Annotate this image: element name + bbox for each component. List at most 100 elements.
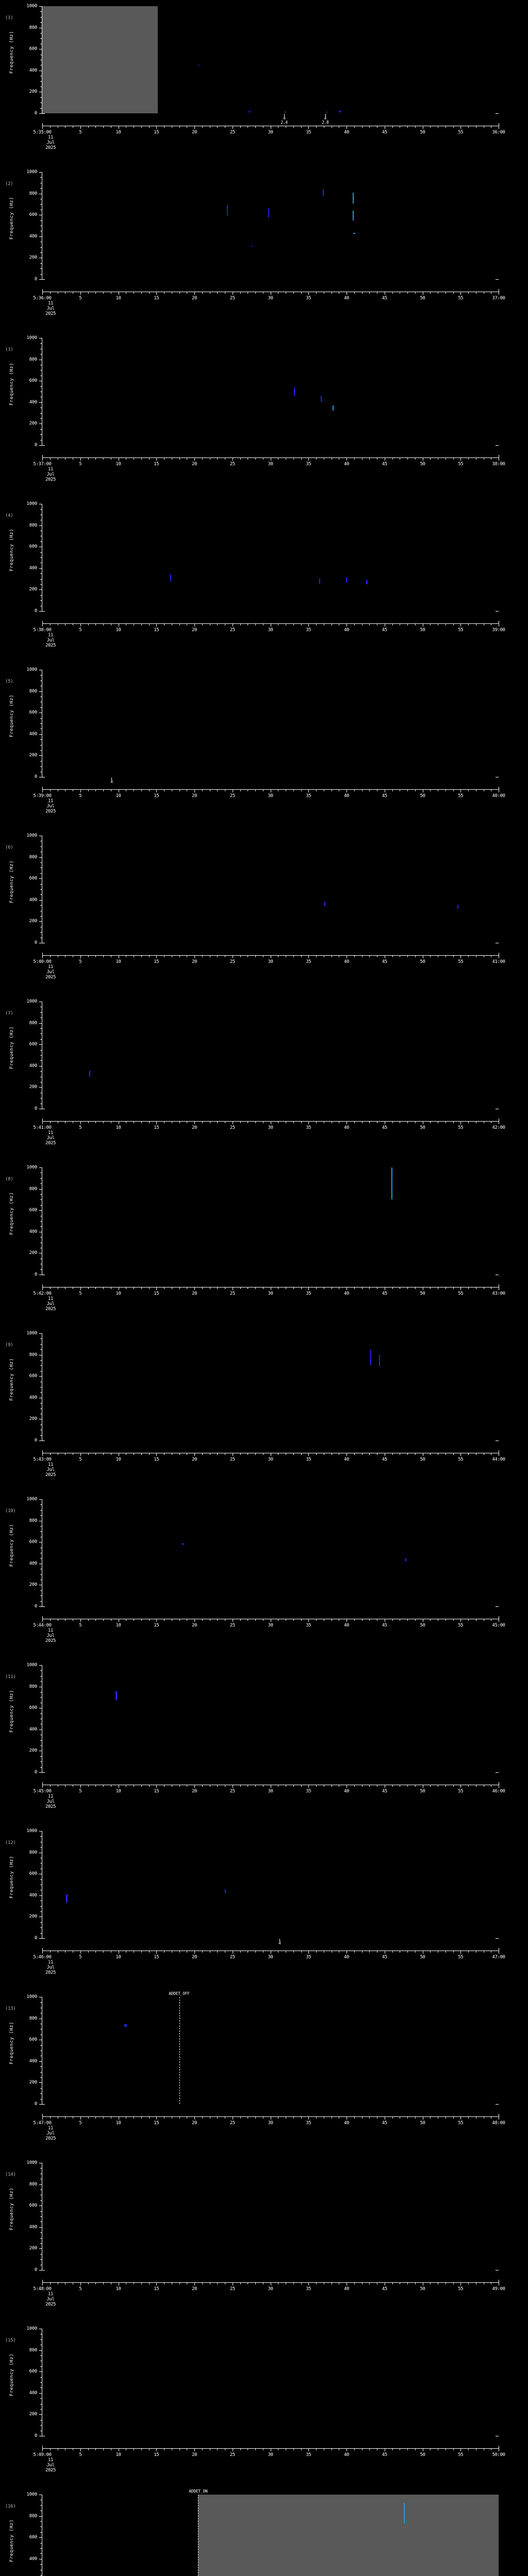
plot-canvas[interactable]	[42, 2329, 499, 2436]
y-tick-label: 600	[29, 710, 38, 715]
pick-label: 4 2.4	[280, 116, 288, 125]
x-tick	[88, 458, 89, 460]
spectrogram-panel[interactable]: (2) Frequency (Hz) 0 200 400 600 800 1000 5:36:0…	[0, 166, 528, 332]
y-axis-title: Frequency (Hz)	[9, 1856, 14, 1899]
x-tick-label: 15	[154, 2121, 159, 2126]
plot-canvas[interactable]	[42, 2495, 499, 2576]
x-tick	[415, 458, 416, 460]
x-tick	[293, 1122, 294, 1123]
plot-canvas[interactable]	[42, 836, 499, 943]
x-tick	[88, 2117, 89, 2119]
x-tick-label: 44:00	[492, 1457, 505, 1462]
x-tick	[217, 1122, 218, 1123]
spectrogram-panel[interactable]: (8) Frequency (Hz) 0 200 400 600 800 1000 5:42:0…	[0, 1161, 528, 1327]
x-tick	[346, 1951, 347, 1954]
x-tick-label: 5	[79, 462, 82, 467]
x-tick	[468, 2449, 469, 2450]
x-tick	[346, 2117, 347, 2120]
spectrogram-panel[interactable]: (7) Frequency (Hz) 0 200 400 600 800 1000 5:41:0…	[0, 995, 528, 1161]
x-tick	[95, 2283, 96, 2284]
y-tick	[40, 884, 42, 885]
x-tick-label: 15	[154, 1789, 159, 1794]
x-tick	[88, 126, 89, 128]
x-tick-label: 50	[420, 628, 425, 633]
spectrogram-panel[interactable]: (6) Frequency (Hz) 0 200 400 600 800 1000 5:40:0…	[0, 829, 528, 995]
x-tick-label: 35	[306, 628, 311, 633]
y-tick-right	[496, 1440, 499, 1441]
plot-canvas[interactable]	[42, 670, 499, 777]
spectrogram-panel[interactable]: (11) Frequency (Hz) 0 200 400 600 800 1000 5:45:…	[0, 1659, 528, 1825]
x-tick-label: 35	[306, 1291, 311, 1296]
panel-index-label: (12)	[5, 1840, 16, 1845]
y-tick	[39, 1542, 42, 1543]
detection-mark	[65, 1894, 68, 1903]
x-tick	[95, 292, 96, 294]
y-tick	[40, 1879, 42, 1880]
x-tick	[141, 1785, 142, 1787]
y-tick	[40, 1510, 42, 1511]
x-tick	[468, 1619, 469, 1621]
x-axis-cap-left	[42, 1284, 43, 1287]
plot-canvas[interactable]	[42, 1333, 499, 1440]
x-tick	[453, 624, 454, 625]
y-tick-label: 1000	[26, 2160, 38, 2165]
spectrogram-panel[interactable]: (10) Frequency (Hz) 0 200 400 600 800 1000 5:44:…	[0, 1493, 528, 1659]
y-tick	[39, 691, 42, 692]
x-tick-label: 40	[343, 462, 350, 467]
plot-canvas[interactable]	[42, 1831, 499, 1938]
detection-mark	[225, 1889, 226, 1893]
x-tick	[301, 126, 302, 128]
x-tick	[346, 1619, 347, 1622]
x-tick	[80, 1785, 81, 1788]
x-tick	[80, 1619, 81, 1622]
y-tick-label: 1000	[26, 1331, 38, 1336]
spectrogram-panel[interactable]: (15) Frequency (Hz) 0 200 400 600 800 1000 5:49:…	[0, 2323, 528, 2488]
plot-canvas[interactable]	[42, 6, 499, 113]
plot-canvas[interactable]	[42, 1167, 499, 1275]
plot-canvas[interactable]	[42, 338, 499, 445]
x-axis-cap-left	[42, 455, 43, 458]
y-tick	[40, 718, 42, 719]
y-tick	[40, 1601, 42, 1602]
spectrogram-panel[interactable]: (12) Frequency (Hz) 0 200 400 600 800 1000 4 5:46…	[0, 1825, 528, 1991]
plot-canvas[interactable]	[42, 1499, 499, 1606]
spectrogram-panel[interactable]: (16)Frequency (Hz)02004006008001000ADDET…	[0, 2488, 528, 2576]
x-tick-label: 50	[420, 793, 425, 799]
spectrogram-panel[interactable]: (3) Frequency (Hz) 0 200 400 600 800 1000 5:37:0…	[0, 332, 528, 498]
plot-canvas[interactable]	[42, 1002, 499, 1109]
spectrogram-panel[interactable]: (9) Frequency (Hz) 0 200 400 600 800 1000 5:43:0…	[0, 1327, 528, 1493]
x-tick	[354, 2117, 355, 2119]
spectrogram-panel[interactable]: (4) Frequency (Hz) 0 200 400 600 800 1000 5:38:0…	[0, 498, 528, 664]
pick-label: 4	[278, 1941, 281, 1945]
y-tick-label: 400	[29, 732, 38, 737]
y-tick-label: 400	[29, 897, 38, 903]
x-tick-label: 5:47:00	[33, 2121, 52, 2126]
x-tick	[346, 1785, 347, 1788]
x-tick-label: 5:48:00	[33, 2286, 52, 2292]
x-tick-label: 40	[343, 793, 350, 799]
plot-canvas[interactable]	[42, 1665, 499, 1772]
y-tick	[39, 2371, 42, 2372]
plot-canvas[interactable]	[42, 2163, 499, 2270]
x-tick	[202, 2117, 203, 2119]
x-tick	[42, 2117, 43, 2120]
spectrogram-panel[interactable]: (14) Frequency (Hz) 0 200 400 600 800 1000 5:48:…	[0, 2157, 528, 2323]
y-axis-title: Frequency (Hz)	[9, 2519, 14, 2562]
x-tick	[468, 1287, 469, 1289]
x-tick	[430, 2449, 431, 2450]
x-tick	[255, 790, 256, 791]
spectrogram-panel[interactable]: (5) Frequency (Hz) 0 200 400 600 800 1000 4 5:39:…	[0, 664, 528, 829]
x-tick	[80, 1951, 81, 1954]
x-tick-label: 40	[343, 1125, 350, 1130]
x-tick	[255, 458, 256, 460]
x-tick	[308, 624, 309, 626]
x-tick	[95, 790, 96, 791]
plot-canvas[interactable]	[42, 1997, 499, 2104]
x-tick	[156, 956, 157, 958]
x-tick	[149, 1122, 150, 1123]
x-tick	[141, 956, 142, 957]
plot-canvas[interactable]	[42, 172, 499, 279]
spectrogram-panel[interactable]: (13) Frequency (Hz) 0 200 400 600 800 1000 ADDET…	[0, 1991, 528, 2157]
spectrogram-panel[interactable]: (1) Frequency (Hz) 0 200 400 600 800 1000 4 2.4 4 2…	[0, 0, 528, 166]
plot-canvas[interactable]	[42, 504, 499, 611]
